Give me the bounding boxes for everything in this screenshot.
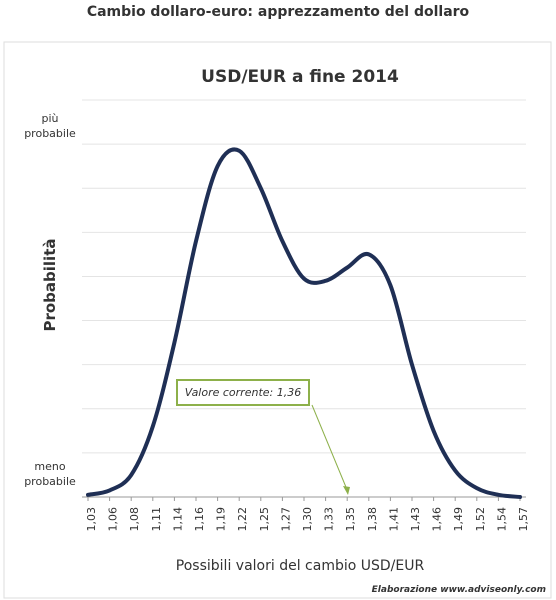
x-tick-label: 1,16 xyxy=(193,507,206,532)
y-axis-title: Probabilità xyxy=(41,238,59,331)
x-axis-title: Possibili valori del cambio USD/EUR xyxy=(176,558,425,574)
plot-area: più probabile meno probabile 1,03 1,06 1,08 1,1… xyxy=(24,99,530,532)
y-top-label: più probabile xyxy=(24,112,76,140)
x-tick-label: 1,33 xyxy=(323,507,336,532)
x-tick-label: 1,46 xyxy=(431,507,444,532)
x-tick-label: 1,25 xyxy=(258,507,271,532)
x-tick-label: 1,43 xyxy=(409,507,422,532)
x-tick-label: 1,54 xyxy=(495,507,508,531)
annotation-box xyxy=(176,379,310,406)
x-tick-label: 1,11 xyxy=(150,507,163,532)
annotation-arrowhead xyxy=(343,486,350,495)
x-tick-label: 1,57 xyxy=(517,507,530,532)
chart-title: USD/EUR a fine 2014 xyxy=(201,67,399,87)
page-header: Cambio dollaro-euro: apprezzamento del d… xyxy=(87,4,470,20)
chart-panel xyxy=(3,41,552,599)
x-tick-label: 1,52 xyxy=(474,507,487,532)
x-tick-label: 1,30 xyxy=(301,507,314,532)
x-tick-label: 1,38 xyxy=(366,507,379,532)
x-tick-label: 1,49 xyxy=(452,507,465,532)
series-line xyxy=(86,147,522,499)
x-tick-label: 1,27 xyxy=(279,507,292,532)
annotation-text: Valore corrente: 1,36 xyxy=(185,386,301,399)
x-tick-label: 1,41 xyxy=(387,507,400,532)
source: Elaborazione www.adviseonly.com xyxy=(372,585,546,595)
y-bottom-label: meno probabile xyxy=(24,460,76,488)
x-tick-label: 1,19 xyxy=(215,507,228,532)
x-tick-label: 1,03 xyxy=(85,507,98,532)
x-tick-label: 1,14 xyxy=(171,507,184,532)
x-tick-label: 1,35 xyxy=(344,507,357,532)
x-tick-label: 1,06 xyxy=(107,507,120,532)
annotation-arrow xyxy=(311,404,349,493)
x-tick-label: 1,22 xyxy=(236,507,249,532)
x-tick-label: 1,08 xyxy=(128,507,141,532)
